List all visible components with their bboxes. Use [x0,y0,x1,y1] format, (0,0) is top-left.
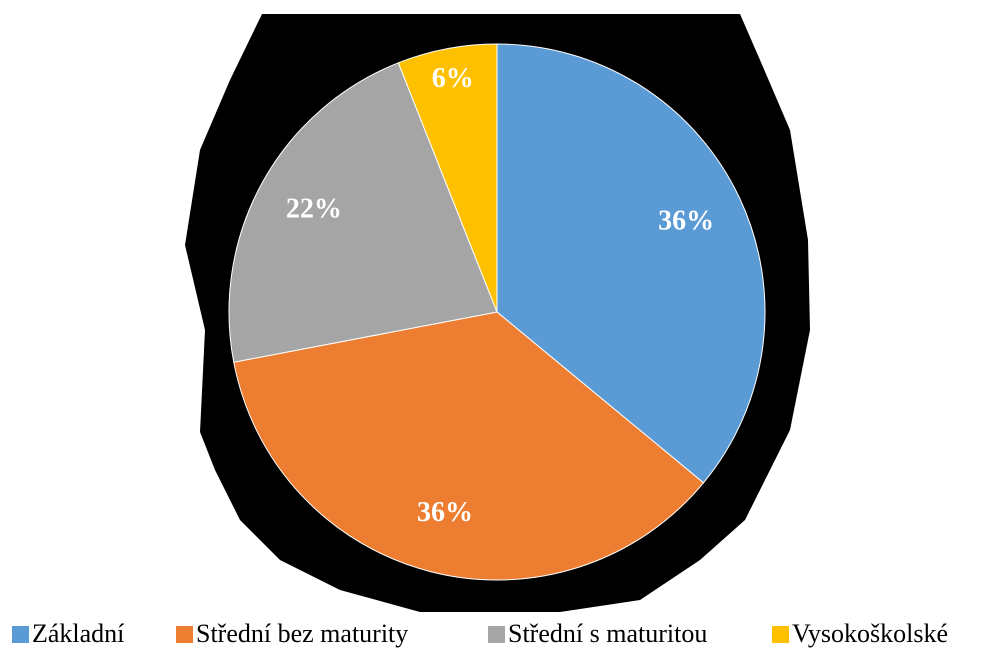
legend-swatch [772,626,789,643]
legend-label: Střední bez maturity [196,619,408,648]
pie-slice [228,62,498,363]
legend-label: Vysokoškolské [792,619,948,648]
legend-swatch [488,626,505,643]
data-label: 22% [286,194,342,225]
pie-slice [397,43,498,313]
legend-label: Střední s maturitou [508,619,707,648]
data-label: 6% [432,63,474,94]
data-label: 36% [658,205,714,236]
pie-slice [496,43,766,484]
legend-swatch [12,626,29,643]
pie-slice [233,311,705,581]
legend-swatch [176,626,193,643]
data-label: 36% [417,497,473,528]
legend-label: Základní [32,619,124,648]
